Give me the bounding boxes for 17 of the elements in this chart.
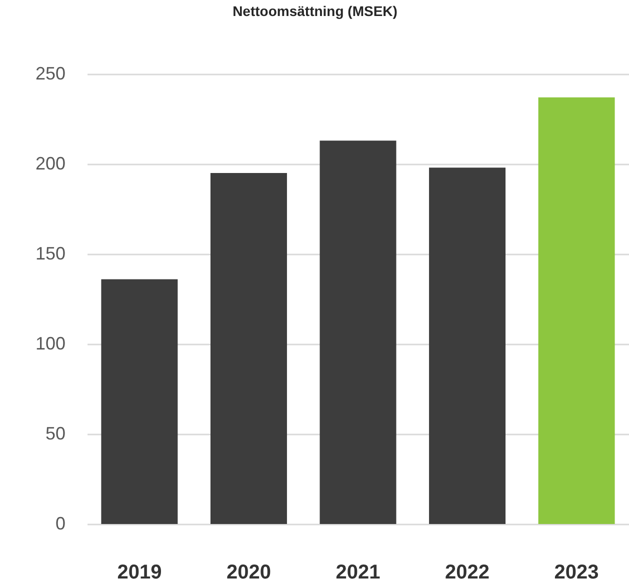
y-tick-label: 50 (45, 424, 66, 444)
bar (101, 279, 178, 524)
chart-title: Nettoomsättning (MSEK) (232, 3, 398, 19)
bar (210, 173, 287, 524)
bar (429, 168, 506, 524)
y-tick-label: 0 (55, 514, 66, 534)
y-tick-label: 100 (35, 334, 66, 354)
y-tick-label: 250 (35, 64, 66, 84)
y-tick-label: 200 (35, 154, 66, 174)
x-tick-label: 2019 (117, 562, 162, 584)
x-tick-label: 2021 (336, 562, 380, 584)
bar (320, 140, 396, 524)
x-tick-label: 2022 (445, 562, 490, 584)
x-tick-label: 2020 (226, 562, 271, 584)
x-tick-label: 2023 (554, 562, 599, 584)
bar (538, 97, 615, 524)
y-tick-label: 150 (35, 244, 66, 264)
